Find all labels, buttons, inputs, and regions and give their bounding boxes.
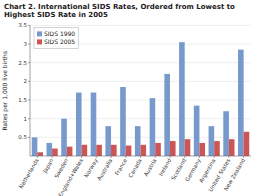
x-tick [199, 156, 200, 158]
legend-swatch [37, 39, 42, 44]
bar [61, 119, 67, 156]
x-tick [243, 156, 244, 158]
bar [238, 50, 244, 156]
x-tick-label: Canada [127, 158, 143, 179]
bar [111, 145, 117, 156]
bar [52, 149, 58, 156]
x-tick [111, 156, 112, 158]
x-tick [66, 156, 67, 158]
x-tick [228, 156, 229, 158]
bar [135, 126, 141, 156]
bar [185, 139, 191, 156]
x-tick [81, 156, 82, 158]
grid-line [30, 25, 251, 26]
x-tick [140, 156, 141, 158]
bar [82, 145, 88, 156]
x-tick [169, 156, 170, 158]
bar [229, 139, 235, 156]
y-tick-label: 3.5 [18, 22, 27, 28]
title-line: Chart 2. International SIDS Rates, Order… [4, 3, 237, 11]
x-tick [37, 156, 38, 158]
bar [67, 147, 73, 156]
background [0, 0, 257, 196]
bar [47, 143, 53, 156]
legend-swatch [37, 31, 42, 36]
bar [126, 146, 132, 156]
chart: Chart 2. International SIDS Rates, Order… [0, 0, 257, 196]
x-tick [184, 156, 185, 158]
x-tick-label: Australia [96, 158, 113, 182]
y-tick-label: 2.5 [18, 60, 27, 66]
x-tick [52, 156, 53, 158]
x-tick [155, 156, 156, 158]
bar [194, 106, 200, 156]
grid-line [30, 81, 251, 82]
legend: SIDS 1990SIDS 2005 [34, 27, 78, 48]
bar [223, 111, 229, 156]
x-tick-label: Austria [143, 158, 158, 178]
x-tick-label: Netherlands [18, 157, 40, 189]
grid-line [30, 62, 251, 63]
legend-frame [34, 27, 78, 48]
bar [141, 145, 147, 156]
legend-label: SIDS 1990 [44, 30, 75, 37]
x-tick [125, 156, 126, 158]
bar [209, 126, 215, 156]
bar [32, 137, 38, 156]
x-tick-label: Ireland [158, 158, 173, 177]
bar [244, 132, 250, 156]
title-line: Highest SIDS Rate in 2005 [4, 11, 108, 19]
title: Chart 2. International SIDS Rates, Order… [4, 3, 237, 19]
bars [32, 42, 249, 156]
bar [199, 143, 205, 156]
grid-line [30, 100, 251, 101]
bar [105, 126, 111, 156]
x-tick-label: Japan [41, 157, 55, 175]
bar [120, 87, 126, 156]
bar [91, 93, 97, 156]
bar [170, 141, 176, 156]
bar [155, 143, 161, 156]
x-tick-label: New Zealand [223, 158, 246, 192]
y-tick-label: 1.5 [18, 97, 27, 103]
bar [164, 74, 170, 156]
x-tick-label: France [114, 157, 129, 176]
y-axis [30, 25, 31, 156]
x-tick [96, 156, 97, 158]
bar [150, 98, 156, 156]
bar [37, 152, 43, 156]
y-tick-label: 3 [24, 41, 28, 47]
bar [96, 145, 102, 156]
y-tick-label: 0.5 [18, 134, 27, 140]
bar [76, 93, 82, 156]
bar [214, 141, 220, 156]
x-tick [214, 156, 215, 158]
y-tick-label: 2 [24, 78, 28, 84]
bar [179, 42, 185, 156]
y-axis-label: Rates per 1,000 live births [1, 51, 9, 130]
y-tick-label: 1 [24, 116, 28, 122]
legend-label: SIDS 2005 [44, 38, 75, 45]
x-tick-label: England+Wales [57, 157, 85, 196]
